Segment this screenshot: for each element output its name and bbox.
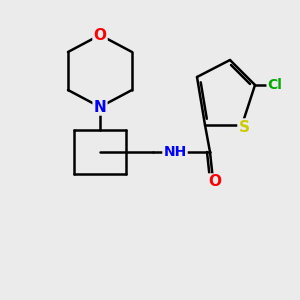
Text: NH: NH	[164, 145, 187, 159]
Text: Cl: Cl	[268, 78, 282, 92]
Text: S: S	[238, 119, 250, 134]
Text: O: O	[94, 28, 106, 43]
Text: N: N	[94, 100, 106, 115]
Text: O: O	[208, 175, 221, 190]
